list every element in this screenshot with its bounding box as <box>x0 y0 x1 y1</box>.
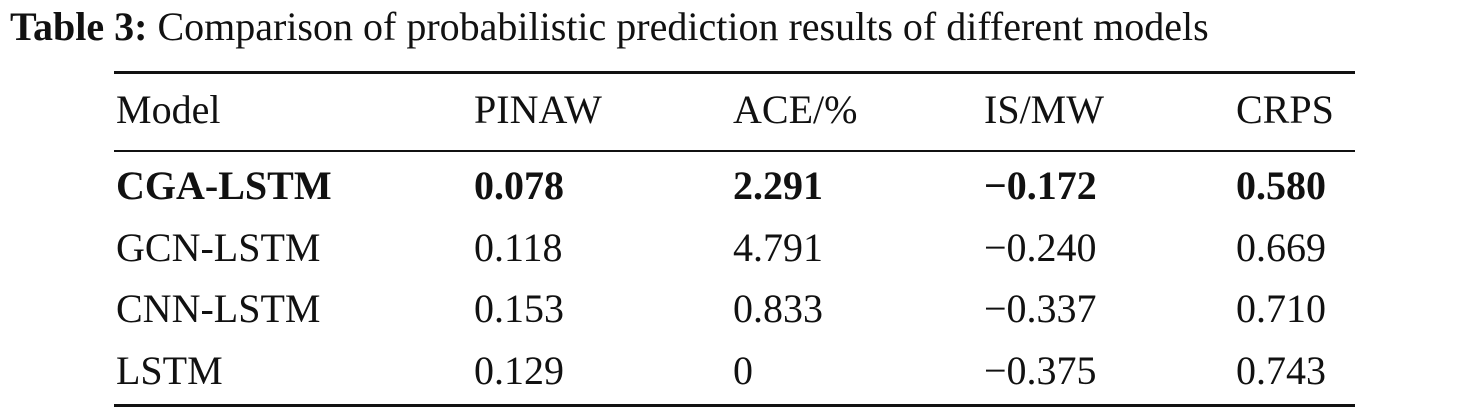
table-row: LSTM 0.129 0 −0.375 0.743 <box>0 347 1458 395</box>
cell-ace: 0.833 <box>733 286 823 331</box>
cell-ace: 0 <box>733 348 753 393</box>
bottom-rule <box>114 404 1355 407</box>
cell-crps: 0.743 <box>1236 348 1326 393</box>
cell-is: −0.337 <box>984 286 1097 331</box>
cell-is: −0.375 <box>984 348 1097 393</box>
cell-ace: 2.291 <box>733 163 823 208</box>
cell-crps: 0.580 <box>1236 163 1326 208</box>
cell-model: CNN-LSTM <box>116 286 321 331</box>
table-caption: Table 3: Comparison of probabilistic pred… <box>10 3 1458 51</box>
cell-crps: 0.710 <box>1236 286 1326 331</box>
cell-is: −0.172 <box>984 163 1097 208</box>
table-row: CGA-LSTM 0.078 2.291 −0.172 0.580 <box>0 162 1458 210</box>
header-pinaw: PINAW <box>474 87 602 132</box>
header-row: Model PINAW ACE/% IS/MW CRPS <box>0 86 1458 134</box>
cell-pinaw: 0.153 <box>474 286 564 331</box>
header-rule <box>114 150 1355 152</box>
cell-ace: 4.791 <box>733 225 823 270</box>
cell-model: LSTM <box>116 348 223 393</box>
cell-pinaw: 0.118 <box>474 225 563 270</box>
cell-crps: 0.669 <box>1236 225 1326 270</box>
header-is: IS/MW <box>984 87 1104 132</box>
caption-label: Table 3: <box>10 4 148 49</box>
top-rule <box>114 71 1355 74</box>
header-ace: ACE/% <box>733 87 858 132</box>
cell-model: GCN-LSTM <box>116 225 321 270</box>
cell-model: CGA-LSTM <box>116 163 332 208</box>
cell-pinaw: 0.078 <box>474 163 564 208</box>
cell-pinaw: 0.129 <box>474 348 564 393</box>
cell-is: −0.240 <box>984 225 1097 270</box>
caption-text: Comparison of probabilistic prediction r… <box>157 4 1209 49</box>
table-row: CNN-LSTM 0.153 0.833 −0.337 0.710 <box>0 285 1458 333</box>
header-model: Model <box>116 87 221 132</box>
table-row: GCN-LSTM 0.118 4.791 −0.240 0.669 <box>0 224 1458 272</box>
header-crps: CRPS <box>1236 87 1334 132</box>
